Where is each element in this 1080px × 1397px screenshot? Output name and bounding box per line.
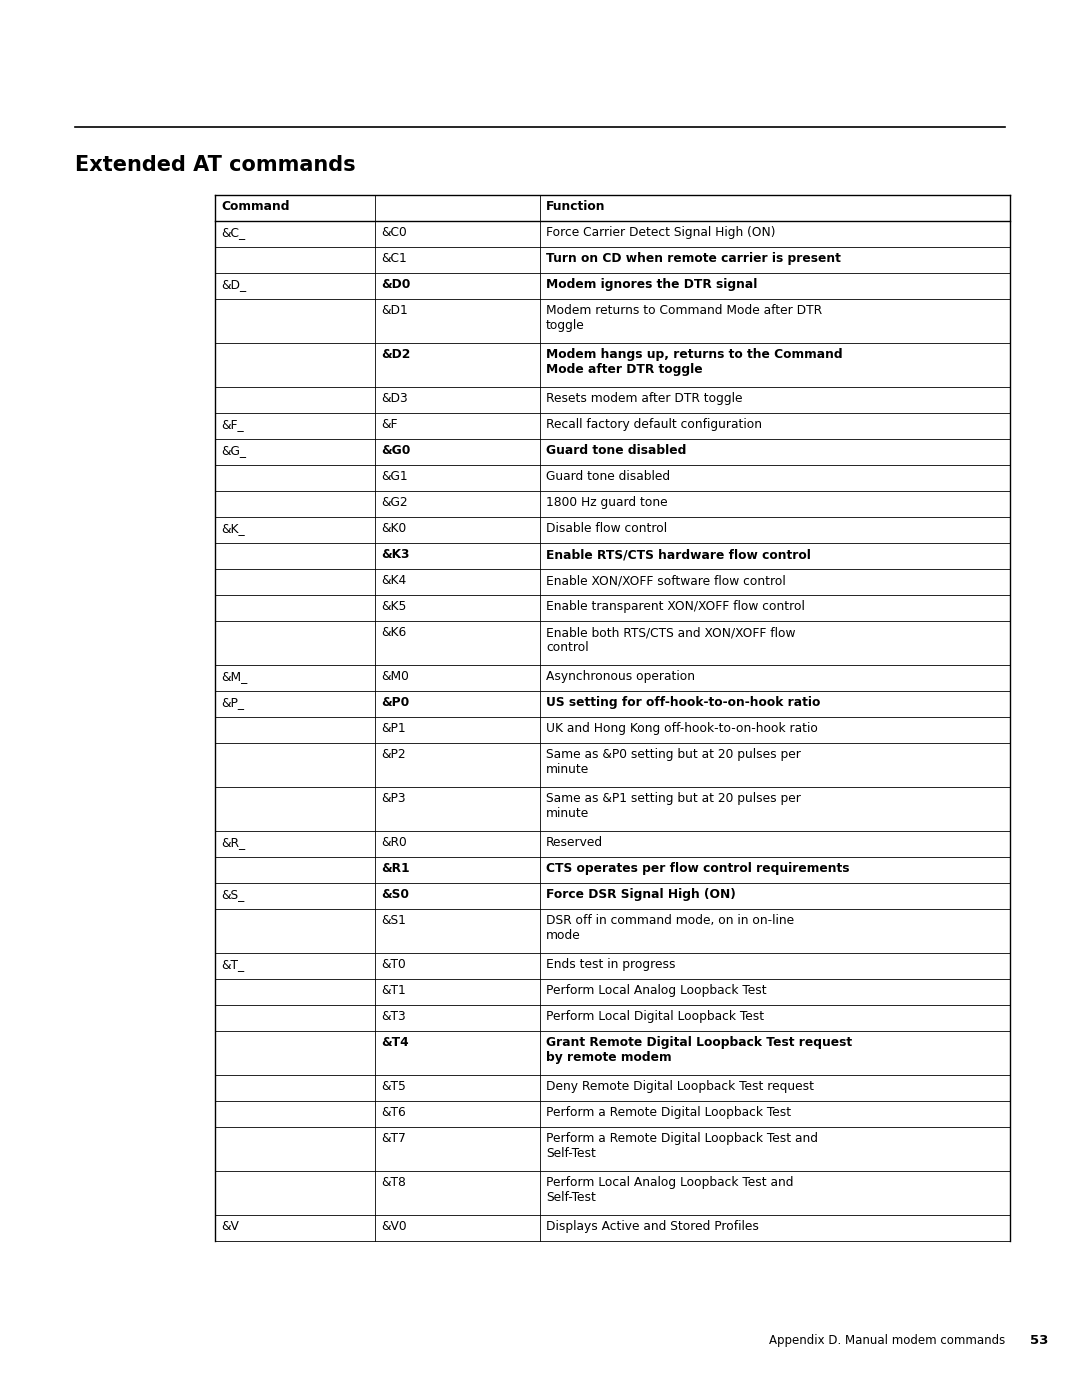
Text: &T3: &T3 bbox=[381, 1010, 406, 1023]
Text: 1800 Hz guard tone: 1800 Hz guard tone bbox=[546, 496, 667, 509]
Text: &C0: &C0 bbox=[381, 226, 407, 239]
Text: &T4: &T4 bbox=[381, 1037, 408, 1049]
Text: &D0: &D0 bbox=[381, 278, 410, 291]
Text: Appendix D. Manual modem commands: Appendix D. Manual modem commands bbox=[769, 1334, 1005, 1347]
Text: Perform a Remote Digital Loopback Test and
Self-Test: Perform a Remote Digital Loopback Test a… bbox=[546, 1132, 818, 1160]
Text: Perform Local Analog Loopback Test and
Self-Test: Perform Local Analog Loopback Test and S… bbox=[546, 1176, 794, 1204]
Text: Guard tone disabled: Guard tone disabled bbox=[546, 469, 670, 483]
Text: &D3: &D3 bbox=[381, 393, 408, 405]
Text: Guard tone disabled: Guard tone disabled bbox=[546, 444, 687, 457]
Text: Modem returns to Command Mode after DTR
toggle: Modem returns to Command Mode after DTR … bbox=[546, 305, 822, 332]
Text: &T1: &T1 bbox=[381, 983, 406, 997]
Text: Enable XON/XOFF software flow control: Enable XON/XOFF software flow control bbox=[546, 574, 786, 587]
Text: DSR off in command mode, on in on-line
mode: DSR off in command mode, on in on-line m… bbox=[546, 914, 794, 942]
Text: &R_: &R_ bbox=[221, 835, 245, 849]
Text: &D_: &D_ bbox=[221, 278, 246, 291]
Text: Ends test in progress: Ends test in progress bbox=[546, 958, 675, 971]
Text: &S1: &S1 bbox=[381, 914, 406, 928]
Text: &K5: &K5 bbox=[381, 599, 406, 613]
Text: &T_: &T_ bbox=[221, 958, 244, 971]
Text: &R1: &R1 bbox=[381, 862, 409, 875]
Text: &D2: &D2 bbox=[381, 348, 410, 360]
Text: &G0: &G0 bbox=[381, 444, 410, 457]
Text: &T5: &T5 bbox=[381, 1080, 406, 1092]
Text: Enable transparent XON/XOFF flow control: Enable transparent XON/XOFF flow control bbox=[546, 599, 805, 613]
Text: Extended AT commands: Extended AT commands bbox=[75, 155, 355, 175]
Text: &C_: &C_ bbox=[221, 226, 245, 239]
Text: &T0: &T0 bbox=[381, 958, 406, 971]
Text: Enable RTS/CTS hardware flow control: Enable RTS/CTS hardware flow control bbox=[546, 548, 811, 562]
Text: &G2: &G2 bbox=[381, 496, 407, 509]
Text: &K0: &K0 bbox=[381, 522, 406, 535]
Text: Enable both RTS/CTS and XON/XOFF flow
control: Enable both RTS/CTS and XON/XOFF flow co… bbox=[546, 626, 796, 654]
Text: &S_: &S_ bbox=[221, 888, 244, 901]
Text: Resets modem after DTR toggle: Resets modem after DTR toggle bbox=[546, 393, 743, 405]
Text: &G_: &G_ bbox=[221, 444, 246, 457]
Text: US setting for off-hook-to-on-hook ratio: US setting for off-hook-to-on-hook ratio bbox=[546, 696, 821, 710]
Text: &T8: &T8 bbox=[381, 1176, 406, 1189]
Text: Same as &P1 setting but at 20 pulses per
minute: Same as &P1 setting but at 20 pulses per… bbox=[546, 792, 801, 820]
Text: Modem hangs up, returns to the Command
Mode after DTR toggle: Modem hangs up, returns to the Command M… bbox=[546, 348, 842, 376]
Text: &R0: &R0 bbox=[381, 835, 407, 849]
Text: Perform Local Digital Loopback Test: Perform Local Digital Loopback Test bbox=[546, 1010, 765, 1023]
Text: Grant Remote Digital Loopback Test request
by remote modem: Grant Remote Digital Loopback Test reque… bbox=[546, 1037, 852, 1065]
Text: &K4: &K4 bbox=[381, 574, 406, 587]
Text: &S0: &S0 bbox=[381, 888, 409, 901]
Text: Force DSR Signal High (ON): Force DSR Signal High (ON) bbox=[546, 888, 735, 901]
Text: Perform a Remote Digital Loopback Test: Perform a Remote Digital Loopback Test bbox=[546, 1106, 792, 1119]
Text: &C1: &C1 bbox=[381, 251, 407, 265]
Text: &V: &V bbox=[221, 1220, 239, 1234]
Text: &P0: &P0 bbox=[381, 696, 409, 710]
Text: &P1: &P1 bbox=[381, 722, 406, 735]
Text: 53: 53 bbox=[1030, 1334, 1049, 1347]
Text: &F_: &F_ bbox=[221, 418, 244, 432]
Text: Asynchronous operation: Asynchronous operation bbox=[546, 671, 696, 683]
Text: &F: &F bbox=[381, 418, 397, 432]
Text: &G1: &G1 bbox=[381, 469, 407, 483]
Text: Command: Command bbox=[221, 200, 289, 212]
Text: Recall factory default configuration: Recall factory default configuration bbox=[546, 418, 762, 432]
Text: &M0: &M0 bbox=[381, 671, 409, 683]
Text: UK and Hong Kong off-hook-to-on-hook ratio: UK and Hong Kong off-hook-to-on-hook rat… bbox=[546, 722, 818, 735]
Text: &P3: &P3 bbox=[381, 792, 406, 805]
Text: Force Carrier Detect Signal High (ON): Force Carrier Detect Signal High (ON) bbox=[546, 226, 775, 239]
Text: CTS operates per flow control requirements: CTS operates per flow control requiremen… bbox=[546, 862, 850, 875]
Text: &K6: &K6 bbox=[381, 626, 406, 638]
Text: Function: Function bbox=[546, 200, 606, 212]
Text: Turn on CD when remote carrier is present: Turn on CD when remote carrier is presen… bbox=[546, 251, 841, 265]
Text: Reserved: Reserved bbox=[546, 835, 603, 849]
Text: Same as &P0 setting but at 20 pulses per
minute: Same as &P0 setting but at 20 pulses per… bbox=[546, 747, 801, 775]
Text: &D1: &D1 bbox=[381, 305, 408, 317]
Text: &P2: &P2 bbox=[381, 747, 406, 761]
Text: &K3: &K3 bbox=[381, 548, 409, 562]
Text: Perform Local Analog Loopback Test: Perform Local Analog Loopback Test bbox=[546, 983, 767, 997]
Text: &T7: &T7 bbox=[381, 1132, 406, 1146]
Text: &V0: &V0 bbox=[381, 1220, 407, 1234]
Text: Deny Remote Digital Loopback Test request: Deny Remote Digital Loopback Test reques… bbox=[546, 1080, 814, 1092]
Text: Disable flow control: Disable flow control bbox=[546, 522, 667, 535]
Text: &K_: &K_ bbox=[221, 522, 245, 535]
Text: Modem ignores the DTR signal: Modem ignores the DTR signal bbox=[546, 278, 757, 291]
Text: &P_: &P_ bbox=[221, 696, 244, 710]
Text: &T6: &T6 bbox=[381, 1106, 406, 1119]
Text: Displays Active and Stored Profiles: Displays Active and Stored Profiles bbox=[546, 1220, 759, 1234]
Text: &M_: &M_ bbox=[221, 671, 247, 683]
